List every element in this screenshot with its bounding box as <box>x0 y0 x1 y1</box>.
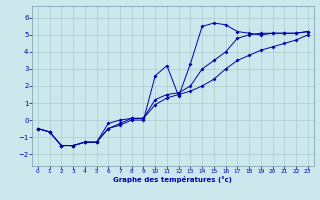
X-axis label: Graphe des températures (°c): Graphe des températures (°c) <box>113 176 232 183</box>
